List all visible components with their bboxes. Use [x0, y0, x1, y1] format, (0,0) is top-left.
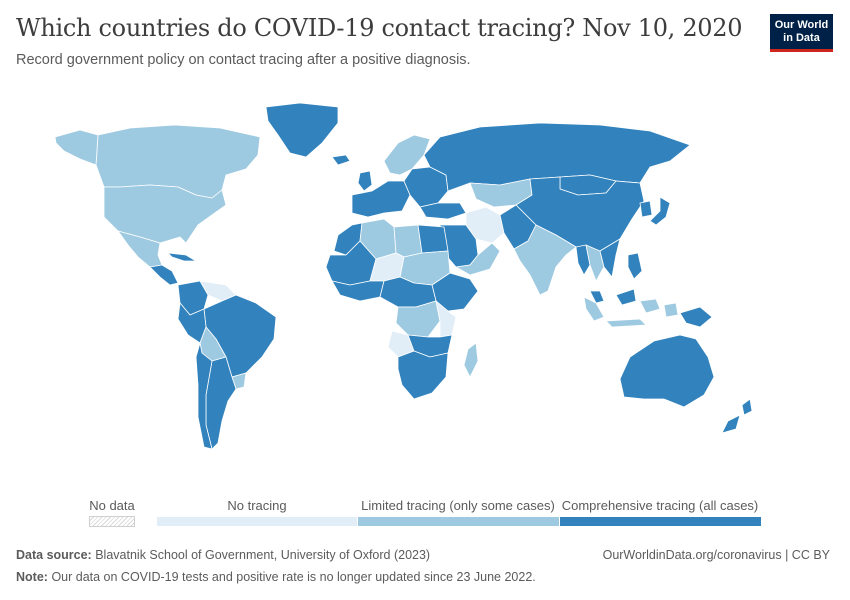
- logo-line-2: in Data: [783, 31, 820, 44]
- region-japan[interactable]: [649, 196, 671, 226]
- region-malaysia[interactable]: [589, 288, 637, 306]
- region-myanmar[interactable]: [575, 244, 591, 276]
- footer-note-label: Note:: [16, 570, 48, 584]
- region-dr-congo[interactable]: [395, 300, 441, 338]
- legend-bin-label-1: Limited tracing (only some cases): [361, 498, 555, 513]
- region-southern-africa[interactable]: [397, 350, 449, 400]
- region-western-europe[interactable]: [351, 180, 411, 218]
- legend-bin-swatch-limited[interactable]: [357, 516, 560, 527]
- region-greenland[interactable]: [265, 102, 339, 158]
- legend-bin-label-2: Comprehensive tracing (all cases): [561, 498, 759, 513]
- legend-no-data-label: No data: [89, 498, 135, 513]
- region-oman-yemen[interactable]: [455, 242, 501, 276]
- chart-title: Which countries do COVID-19 contact trac…: [16, 14, 743, 42]
- owid-logo[interactable]: Our World in Data: [770, 14, 833, 52]
- footer-source: Data source: Blavatnik School of Governm…: [16, 548, 430, 562]
- region-alaska[interactable]: [54, 129, 99, 166]
- region-thailand[interactable]: [585, 244, 605, 282]
- world-map-svg: [54, 102, 753, 450]
- region-india[interactable]: [513, 224, 577, 296]
- legend-bin-swatch-comprehensive[interactable]: [559, 516, 762, 527]
- footer-source-text: Blavatnik School of Government, Universi…: [95, 548, 431, 562]
- footer-note-text: Our data on COVID-19 tests and positive …: [51, 570, 536, 584]
- region-chile[interactable]: [195, 342, 213, 450]
- region-korea[interactable]: [639, 200, 653, 218]
- region-philippines[interactable]: [627, 252, 643, 280]
- region-cuba[interactable]: [167, 252, 197, 262]
- region-papua-new-guinea[interactable]: [679, 306, 713, 328]
- region-iceland[interactable]: [331, 154, 351, 166]
- region-west-africa[interactable]: [331, 280, 385, 302]
- region-central-america[interactable]: [149, 264, 179, 286]
- logo-line-1: Our World: [774, 18, 829, 31]
- region-new-zealand[interactable]: [721, 398, 753, 434]
- region-madagascar[interactable]: [463, 342, 479, 378]
- footer-url[interactable]: OurWorldinData.org/coronavirus | CC BY: [602, 548, 830, 562]
- legend-no-data-swatch[interactable]: [89, 516, 135, 527]
- map-legend: No data No tracing Limited tracing (only…: [0, 494, 850, 534]
- footer-note: Note: Our data on COVID-19 tests and pos…: [16, 570, 536, 584]
- region-vietnam[interactable]: [599, 238, 621, 278]
- chart-subtitle: Record government policy on contact trac…: [16, 52, 471, 68]
- region-indonesia[interactable]: [583, 296, 679, 328]
- region-egypt[interactable]: [417, 224, 449, 254]
- footer-source-label: Data source:: [16, 548, 92, 562]
- region-libya[interactable]: [393, 224, 423, 258]
- legend-bin-label-0: No tracing: [227, 498, 287, 513]
- world-map: [0, 95, 850, 470]
- region-australia[interactable]: [619, 334, 715, 408]
- region-turkey[interactable]: [419, 202, 467, 220]
- legend-bin-swatch-no-tracing[interactable]: [156, 516, 358, 527]
- region-united-kingdom[interactable]: [357, 170, 373, 192]
